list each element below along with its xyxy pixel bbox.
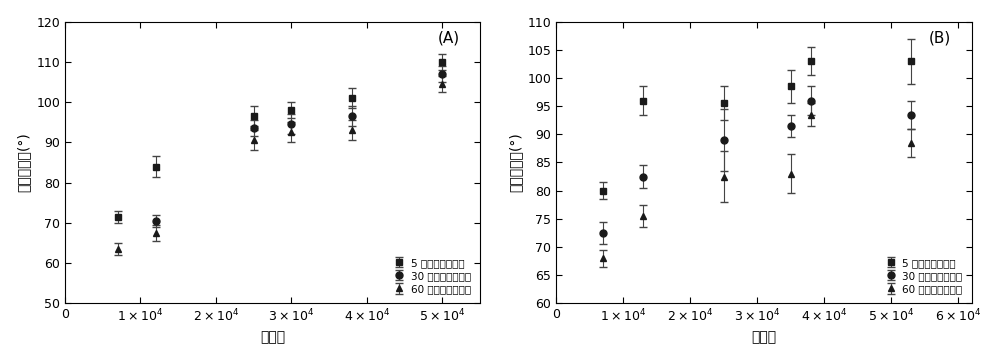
Legend: 5 秒后表面接触角, 30 秒后表面接触角, 60 秒后表面接触角: 5 秒后表面接触角, 30 秒后表面接触角, 60 秒后表面接触角 <box>389 253 475 298</box>
X-axis label: 分子量: 分子量 <box>260 330 285 344</box>
Legend: 5 秒后表面接触角, 30 秒后表面接触角, 60 秒后表面接触角: 5 秒后表面接触角, 30 秒后表面接触角, 60 秒后表面接触角 <box>880 253 966 298</box>
Y-axis label: 表面接触角(°): 表面接触角(°) <box>17 132 31 192</box>
Text: (A): (A) <box>437 30 459 45</box>
X-axis label: 分子量: 分子量 <box>751 330 776 344</box>
Text: (B): (B) <box>929 30 951 45</box>
Y-axis label: 表面接触角(°): 表面接触角(°) <box>508 132 522 192</box>
